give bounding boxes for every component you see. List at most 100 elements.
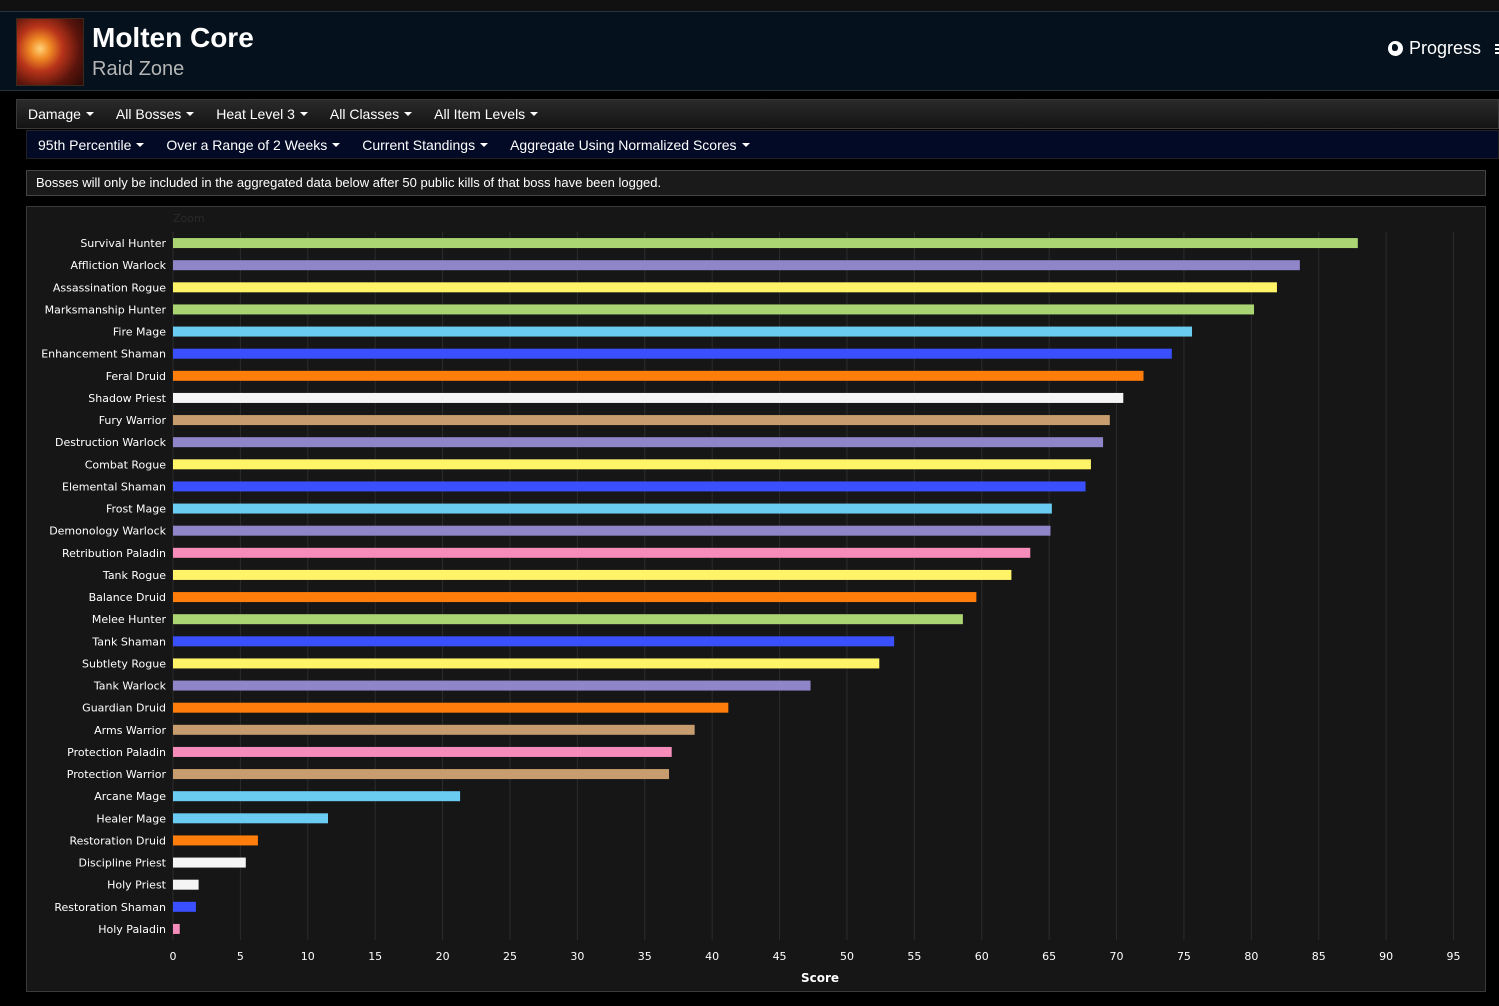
bar[interactable] — [173, 525, 1051, 536]
filter-bar-secondary: 95th Percentile Over a Range of 2 Weeks Cu… — [26, 130, 1499, 159]
bar[interactable] — [173, 614, 963, 625]
x-tick-label: 65 — [1042, 950, 1056, 963]
caret-down-icon — [404, 112, 413, 116]
x-tick-label: 0 — [170, 950, 177, 963]
bar[interactable] — [173, 569, 1012, 580]
category-label: Enhancement Shaman — [41, 348, 166, 361]
category-label: Demonology Warlock — [49, 525, 166, 538]
bar[interactable] — [173, 592, 977, 603]
category-label: Shadow Priest — [88, 392, 166, 405]
filter-primary-dropdown-0[interactable]: Damage — [17, 106, 105, 122]
caret-down-icon — [741, 142, 750, 147]
category-label: Tank Shaman — [91, 635, 166, 648]
caret-down-icon — [480, 142, 489, 147]
bar[interactable] — [173, 658, 880, 669]
category-label: Restoration Druid — [69, 834, 166, 847]
bar[interactable] — [173, 282, 1277, 293]
bar[interactable] — [173, 459, 1091, 470]
filter-secondary-dropdown-1[interactable]: Over a Range of 2 Weeks — [155, 137, 351, 153]
category-label: Restoration Shaman — [54, 901, 166, 914]
filter-secondary-dropdown-2[interactable]: Current Standings — [351, 137, 499, 153]
x-tick-label: 35 — [638, 950, 652, 963]
progress-link[interactable]: Progress — [1387, 38, 1481, 59]
filter-secondary-dropdown-label: Aggregate Using Normalized Scores — [510, 136, 737, 153]
x-tick-label: 75 — [1177, 950, 1191, 963]
category-label: Survival Hunter — [80, 237, 166, 250]
filter-primary-dropdown-label: All Bosses — [115, 106, 182, 122]
bar[interactable] — [173, 437, 1104, 448]
category-label: Fury Warrior — [99, 414, 167, 427]
x-tick-label: 80 — [1244, 950, 1258, 963]
category-label: Protection Paladin — [67, 746, 166, 759]
category-label: Holy Priest — [107, 879, 167, 892]
category-label: Fire Mage — [113, 326, 166, 339]
x-tick-label: 55 — [907, 950, 921, 963]
filter-secondary-dropdown-3[interactable]: Aggregate Using Normalized Scores — [499, 137, 760, 153]
category-label: Healer Mage — [96, 812, 166, 825]
x-tick-label: 20 — [436, 950, 450, 963]
bar[interactable] — [173, 370, 1144, 381]
category-label: Melee Hunter — [92, 613, 167, 626]
menu-icon[interactable] — [1495, 44, 1499, 56]
bar[interactable] — [173, 304, 1255, 315]
notice-banner: Bosses will only be included in the aggr… — [26, 170, 1486, 196]
bar[interactable] — [173, 260, 1300, 271]
zone-header: Molten Core Raid Zone Progress — [0, 11, 1499, 91]
bar[interactable] — [173, 901, 196, 912]
filter-primary-dropdown-label: Damage — [28, 106, 81, 122]
x-tick-label: 15 — [368, 950, 382, 963]
category-label: Combat Rogue — [85, 458, 166, 471]
bar[interactable] — [173, 481, 1086, 492]
bar[interactable] — [173, 857, 246, 868]
x-tick-label: 30 — [570, 950, 584, 963]
filter-bar-primary: Damage All Bosses Heat Level 3 All Classes A… — [16, 99, 1499, 129]
caret-down-icon — [530, 112, 539, 116]
bar[interactable] — [173, 835, 258, 846]
filter-secondary-dropdown-label: Over a Range of 2 Weeks — [166, 136, 328, 153]
filter-primary-dropdown-4[interactable]: All Item Levels — [423, 106, 549, 122]
bar[interactable] — [173, 769, 670, 780]
category-label: Balance Druid — [89, 591, 166, 604]
filter-primary-dropdown-label: All Classes — [329, 106, 400, 122]
bar[interactable] — [173, 923, 180, 934]
x-tick-label: 60 — [975, 950, 989, 963]
bar[interactable] — [173, 724, 695, 735]
bar[interactable] — [173, 636, 895, 647]
x-axis-title: Score — [801, 971, 839, 985]
bar[interactable] — [173, 547, 1031, 558]
filter-primary-dropdown-1[interactable]: All Bosses — [105, 106, 205, 122]
category-label: Holy Paladin — [98, 923, 166, 936]
filter-primary-dropdown-2[interactable]: Heat Level 3 — [205, 106, 319, 122]
category-label: Protection Warrior — [67, 768, 167, 781]
filter-primary-dropdown-label: All Item Levels — [434, 106, 526, 122]
chart-panel: Zoom 0 5 10 15 20 25 30 35 40 45 50 55 60 65 70 75 80 85 90… — [26, 206, 1486, 992]
bar[interactable] — [173, 879, 199, 890]
bar[interactable] — [173, 746, 672, 757]
category-label: Marksmanship Hunter — [45, 303, 167, 316]
bar[interactable] — [173, 680, 811, 691]
bar[interactable] — [173, 326, 1193, 337]
bar[interactable] — [173, 238, 1358, 249]
bar[interactable] — [173, 392, 1124, 403]
bar[interactable] — [173, 503, 1052, 514]
zoom-label[interactable]: Zoom — [173, 212, 205, 225]
bar[interactable] — [173, 791, 461, 802]
category-label: Destruction Warlock — [55, 436, 167, 449]
caret-down-icon — [136, 142, 145, 147]
filter-secondary-dropdown-label: Current Standings — [362, 136, 476, 153]
bar[interactable] — [173, 702, 729, 713]
category-label: Elemental Shaman — [62, 480, 166, 493]
bar[interactable] — [173, 813, 329, 824]
bar[interactable] — [173, 348, 1172, 359]
filter-primary-dropdown-3[interactable]: All Classes — [319, 106, 423, 122]
caret-down-icon — [332, 142, 341, 147]
top-strip — [0, 0, 1499, 11]
x-tick-label: 50 — [840, 950, 854, 963]
x-tick-label: 70 — [1110, 950, 1124, 963]
filter-secondary-dropdown-0[interactable]: 95th Percentile — [27, 137, 155, 153]
x-tick-label: 45 — [773, 950, 787, 963]
caret-down-icon — [186, 112, 195, 116]
caret-down-icon — [85, 112, 94, 116]
bar[interactable] — [173, 415, 1110, 426]
x-tick-label: 40 — [705, 950, 719, 963]
